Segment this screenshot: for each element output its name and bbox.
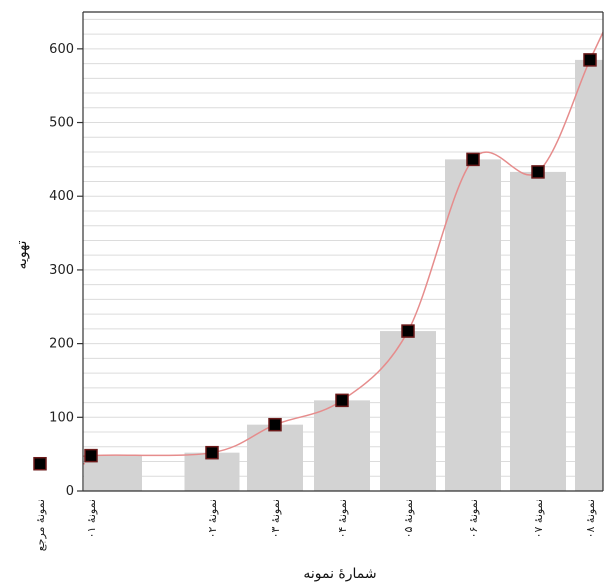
bar [247, 424, 303, 491]
y-tick-label: 500 [49, 116, 74, 131]
y-tick-label: 600 [49, 42, 74, 57]
bar [314, 400, 370, 491]
bars [84, 59, 603, 492]
y-tick-label: 0 [66, 484, 74, 499]
data-marker [401, 324, 415, 338]
bar [380, 331, 436, 491]
y-tick-labels: 0 100 200 300 400 500 600 [49, 42, 74, 499]
y-tick-label: 300 [49, 263, 74, 278]
x-tick-label: نمونهٔ ۰۳ [269, 499, 282, 538]
x-tick-label: نمونهٔ ۰۲ [206, 499, 219, 538]
x-tick-label: نمونهٔ ۰۷ [532, 499, 545, 538]
y-tick-label: 200 [49, 337, 74, 352]
y-tick-label: 100 [49, 410, 74, 425]
data-marker [84, 448, 98, 463]
x-axis-label: شمارهٔ نمونه [303, 566, 376, 582]
data-marker [466, 152, 480, 167]
data-marker [335, 393, 349, 408]
data-markers [33, 53, 597, 471]
data-marker [531, 165, 545, 179]
bar [445, 159, 501, 491]
data-marker [33, 456, 47, 471]
x-category-labels: نمونهٔ مرجع نمونهٔ ۰۱ نمونهٔ ۰۲ نمونهٔ ۰۳ نم… [34, 499, 597, 551]
bar [575, 59, 603, 492]
x-tick-label: نمونهٔ ۰۸ [584, 499, 597, 538]
data-marker [205, 445, 219, 460]
data-marker [583, 53, 597, 67]
x-tick-label: نمونهٔ ۰۱ [85, 499, 98, 538]
y-tick-label: 400 [49, 189, 74, 204]
x-tick-label: نمونهٔ ۰۴ [336, 499, 349, 538]
bar [510, 171, 566, 492]
x-tick-label: نمونهٔ مرجع [34, 499, 47, 551]
axes [77, 11, 604, 492]
y-axis-label: تهویه [14, 240, 30, 269]
x-tick-label: نمونهٔ ۰۵ [402, 499, 415, 538]
data-marker [268, 417, 282, 432]
x-tick-label: نمونهٔ ۰۶ [467, 499, 480, 538]
